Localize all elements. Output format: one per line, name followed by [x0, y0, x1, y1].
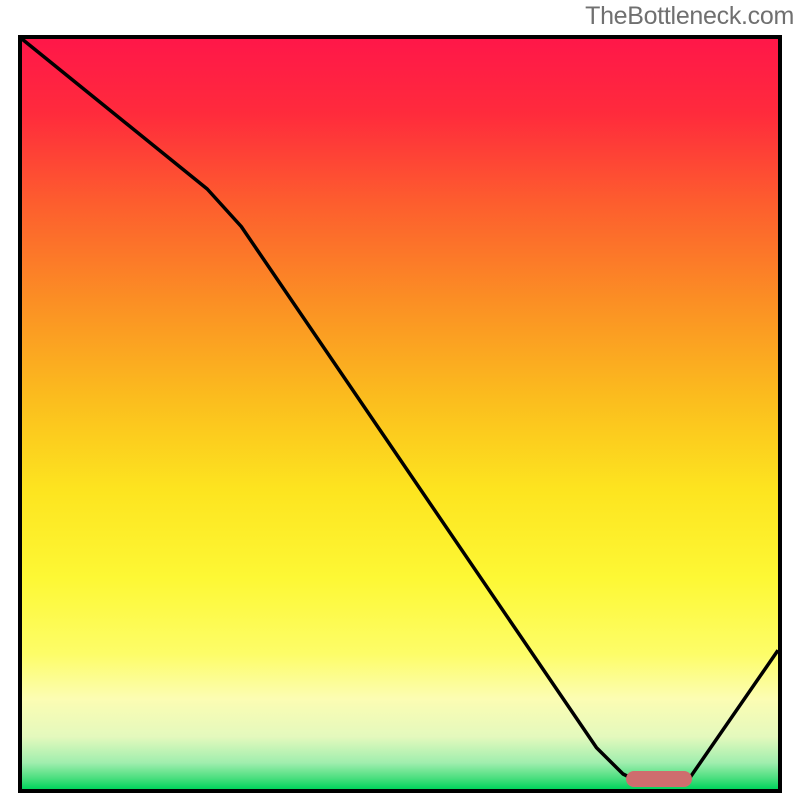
- curve-path: [22, 39, 778, 782]
- bottleneck-curve: [22, 39, 778, 789]
- minimum-marker: [626, 771, 692, 787]
- watermark-text: TheBottleneck.com: [585, 2, 794, 31]
